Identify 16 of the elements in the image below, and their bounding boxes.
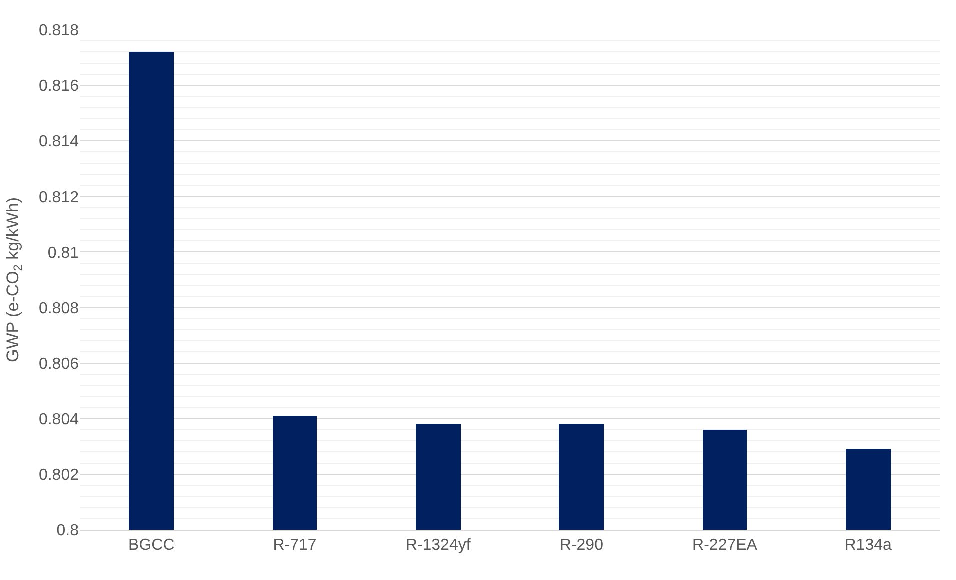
y-tick-label: 0.802 xyxy=(38,467,80,484)
x-tick-label: R-227EA xyxy=(692,537,758,554)
y-tick-label: 0.806 xyxy=(38,356,80,373)
x-tick-label: BGCC xyxy=(128,537,175,554)
x-tick-label: R134a xyxy=(844,537,892,554)
y-tick-label: 0.816 xyxy=(38,78,80,96)
y-tick-label: 0.808 xyxy=(38,300,80,318)
x-tick-label: R-717 xyxy=(273,537,317,554)
y-tick-label: 0.818 xyxy=(38,22,80,40)
y-tick-label: 0.81 xyxy=(48,244,80,262)
y-tick-label: 0.812 xyxy=(38,189,80,206)
x-tick-label: R-290 xyxy=(560,537,604,554)
y-tick-label: 0.804 xyxy=(38,411,80,428)
x-tick-label: R-1324yf xyxy=(406,537,472,554)
y-tick-label: 0.8 xyxy=(56,522,80,540)
y-tick-label: 0.814 xyxy=(38,134,80,151)
